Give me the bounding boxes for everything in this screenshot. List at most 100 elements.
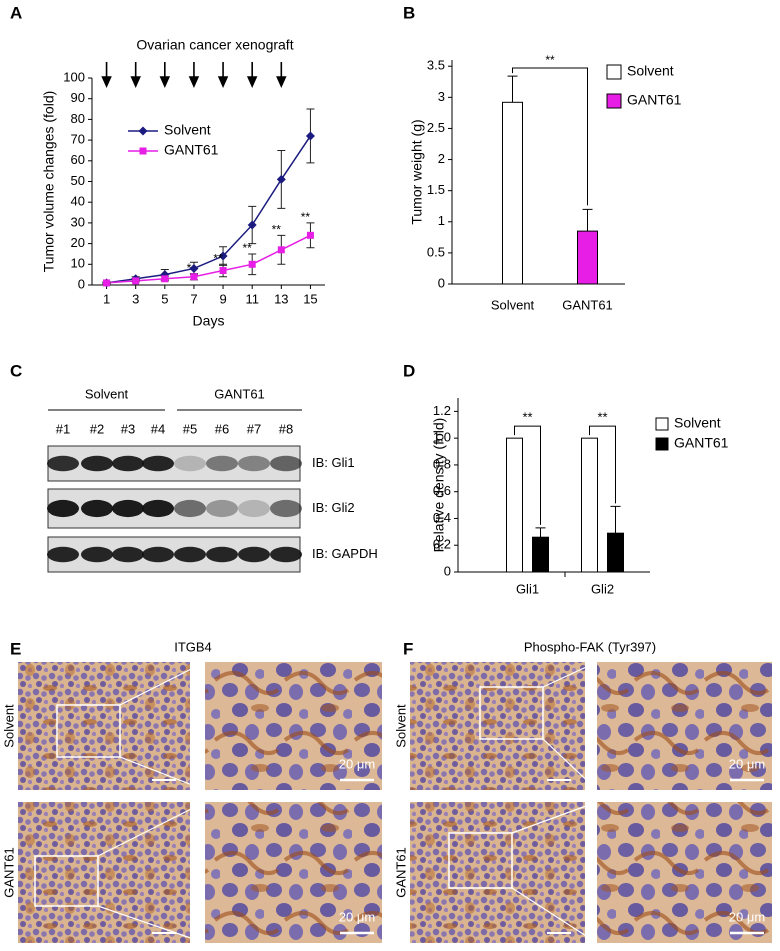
x-tick-label: 11 [245, 291, 259, 306]
tissue-zoom-stain [597, 802, 772, 943]
blot-group: GANT61 [214, 386, 265, 401]
blot-band [81, 455, 113, 472]
y-tick-label: 1.5 [427, 182, 445, 197]
inset-box [479, 686, 544, 740]
y-tick-label: 0 [444, 563, 451, 578]
marker [306, 231, 314, 239]
blot-band [142, 455, 174, 472]
x-tick-label: 3 [132, 291, 139, 306]
tissue-zoom-stain [205, 802, 382, 943]
legend-swatch [655, 417, 669, 431]
blot-band [81, 499, 113, 518]
blot-band [112, 455, 144, 472]
blot-band [142, 499, 174, 518]
treatment-arrow [159, 62, 171, 88]
x-tick-label: 9 [219, 291, 226, 306]
series-line [106, 234, 311, 284]
zoom-line [97, 801, 206, 857]
marker [219, 267, 227, 275]
panel-label: D [403, 361, 415, 380]
inset-box [34, 855, 99, 907]
marker [161, 275, 169, 283]
bar [577, 230, 598, 285]
y-tick-label: 80 [71, 111, 85, 126]
lane-label: #1 [56, 421, 70, 436]
zoom-line [542, 661, 598, 688]
legend-swatch [655, 437, 669, 451]
significance-bracket [514, 425, 541, 525]
bar [502, 101, 523, 285]
panel-label: B [403, 3, 415, 22]
blot-band [206, 546, 238, 563]
y-tick-label: 0.8 [433, 456, 451, 471]
y-tick-label: 3 [438, 89, 445, 104]
zoom-line [119, 756, 206, 791]
y-tick-label: 90 [71, 90, 85, 105]
y-tick-label: 10 [71, 256, 85, 271]
y-tick-label: 0.5 [427, 244, 445, 259]
zoom-line [511, 887, 598, 944]
marker [305, 131, 315, 141]
zoom-line [511, 801, 598, 834]
blot-band [174, 546, 206, 563]
x-tick-label: 13 [274, 291, 288, 306]
legend-label: Solvent [627, 63, 674, 79]
x-axis-label: Days [193, 313, 225, 329]
marker [103, 279, 111, 287]
marker [190, 273, 198, 281]
significance: * [187, 261, 192, 275]
tissue-zoom-stain [597, 662, 772, 790]
antibody-label: IB: Gli2 [312, 500, 355, 515]
blot-band [47, 499, 79, 518]
error-bar [507, 75, 518, 103]
significance-bracket [589, 425, 616, 504]
inset-box [56, 704, 121, 758]
blot-band [206, 499, 238, 518]
significance: ** [301, 210, 311, 224]
row-label: Solvent [1, 704, 16, 748]
marker [138, 126, 148, 136]
y-tick-label: 0 [438, 275, 445, 290]
blot-band [238, 455, 270, 472]
x-tick-label: 7 [190, 291, 197, 306]
series-line [106, 135, 312, 284]
blot-band [206, 455, 238, 472]
blot-band [47, 546, 79, 563]
treatment-arrow [130, 62, 141, 88]
error-bar [610, 505, 621, 534]
marker [218, 251, 228, 261]
tissue-stain [410, 662, 585, 790]
panel-label: A [10, 3, 22, 22]
x-tick-label: Solvent [491, 297, 535, 312]
error-bar [535, 527, 546, 538]
x-tick-label: Gli2 [591, 581, 614, 596]
y-tick-label: 0.2 [433, 537, 451, 552]
y-tick-label: 0 [78, 276, 85, 291]
blot-band [270, 546, 302, 563]
blot-band [270, 499, 302, 518]
x-tick-label: Gli1 [516, 581, 539, 596]
lane-label: #6 [215, 421, 229, 436]
scale-bar-label: 20 μm [339, 756, 375, 771]
ihc-title: ITGB4 [174, 639, 212, 654]
marker [247, 220, 257, 230]
y-tick-label: 40 [71, 194, 85, 209]
marker [277, 246, 285, 254]
blot-band [81, 546, 113, 563]
panel-label: E [10, 639, 21, 658]
y-tick-label: 2 [438, 151, 445, 166]
legend-label: GANT61 [164, 142, 219, 158]
blot-band [112, 499, 144, 518]
inset-box [448, 832, 513, 889]
y-tick-label: 2.5 [427, 120, 445, 135]
blot-band [238, 499, 270, 518]
chart-title: Ovarian cancer xenograft [136, 37, 293, 53]
lane-label: #2 [90, 421, 104, 436]
antibody-label: IB: Gli1 [312, 455, 355, 470]
lane-label: #7 [247, 421, 261, 436]
scale-bar-label: 20 μm [339, 909, 375, 924]
marker [189, 263, 199, 273]
y-axis-label: Tumor weight (g) [409, 119, 425, 224]
marker [132, 277, 140, 285]
legend-label: GANT61 [627, 92, 682, 108]
